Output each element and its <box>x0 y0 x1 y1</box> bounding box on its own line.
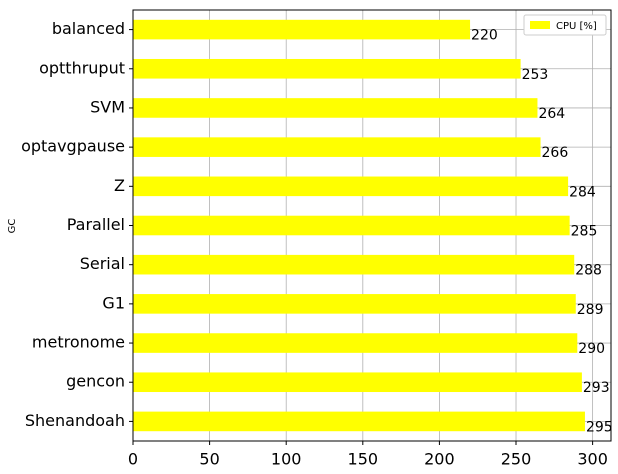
data-label: 289 <box>577 302 604 318</box>
bar <box>133 176 569 197</box>
y-tick-label: Z <box>114 176 125 195</box>
bar <box>133 254 575 275</box>
bar <box>133 58 521 79</box>
x-tick-label: 100 <box>271 450 302 469</box>
data-label: 293 <box>583 380 610 396</box>
bar <box>133 333 578 353</box>
bar <box>133 372 582 393</box>
y-tick-label: metronome <box>32 333 125 352</box>
legend-swatch <box>530 21 550 29</box>
bar <box>133 98 538 118</box>
x-tick-label: 200 <box>424 450 455 469</box>
data-label: 220 <box>471 28 498 44</box>
data-label: 266 <box>542 145 569 161</box>
data-label: 253 <box>522 67 549 83</box>
x-tick-label: 250 <box>501 450 532 469</box>
data-label: 290 <box>578 341 605 357</box>
x-tick-label: 300 <box>577 450 608 469</box>
y-tick-label: optthruput <box>39 58 125 77</box>
y-axis-label: GC <box>7 219 18 234</box>
bar <box>133 294 576 314</box>
data-label: 264 <box>538 106 565 122</box>
plot-frame <box>132 9 612 442</box>
data-label: 284 <box>569 184 596 200</box>
legend-label: CPU [%] <box>556 21 597 32</box>
y-tick-label: Serial <box>80 254 125 273</box>
data-label: 285 <box>571 224 598 240</box>
y-tick-label: optavgpause <box>21 137 125 156</box>
x-tick-label: 150 <box>348 450 379 469</box>
x-tick-label: 50 <box>199 450 219 469</box>
y-tick-label: gencon <box>66 372 125 391</box>
data-label: 288 <box>575 263 602 279</box>
y-tick-label: Shenandoah <box>25 411 125 430</box>
bar <box>133 411 585 432</box>
bar <box>133 215 570 236</box>
y-tick-label: G1 <box>102 293 125 312</box>
bar <box>133 137 541 157</box>
legend-box <box>523 14 607 36</box>
bar <box>133 19 471 40</box>
y-tick-label: Parallel <box>67 215 125 234</box>
y-tick-label: SVM <box>90 97 125 116</box>
x-tick-label: 0 <box>128 450 138 469</box>
data-label: 295 <box>586 419 613 435</box>
y-tick-label: balanced <box>52 19 125 38</box>
